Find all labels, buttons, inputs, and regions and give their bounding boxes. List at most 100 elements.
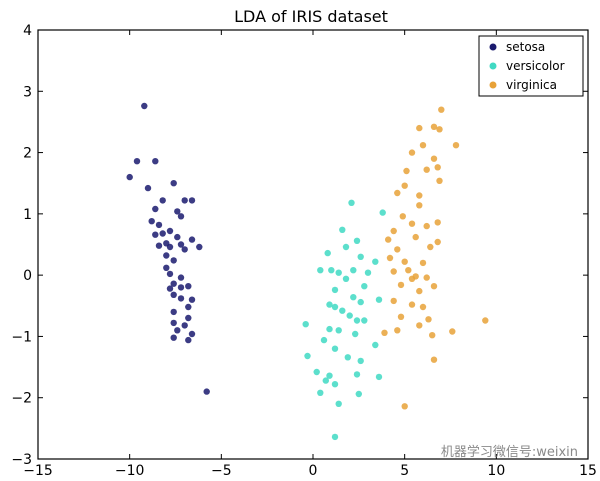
virginica-point <box>434 238 441 246</box>
virginica-point <box>416 287 423 295</box>
virginica-point <box>436 177 443 184</box>
virginica-point <box>386 254 394 262</box>
versicolor-point <box>339 226 346 233</box>
versicolor-point <box>372 258 379 265</box>
setosa-point <box>163 252 170 259</box>
virginica-point <box>416 124 423 132</box>
versicolor-point <box>317 389 324 396</box>
virginica-point <box>423 222 430 230</box>
legend-marker-virginica <box>489 81 497 89</box>
legend-label-versicolor: versicolor <box>506 59 565 73</box>
setosa-point <box>188 296 196 303</box>
virginica-point <box>401 403 408 410</box>
setosa-point <box>155 242 163 249</box>
setosa-point <box>188 197 196 204</box>
versicolor-point <box>320 336 328 344</box>
virginica-point <box>434 164 441 171</box>
setosa-point <box>141 102 148 110</box>
setosa-point <box>185 283 192 290</box>
legend-label-setosa: setosa <box>506 40 545 54</box>
versicolor-point <box>331 433 339 441</box>
virginica-point <box>385 236 392 243</box>
setosa-point <box>177 284 185 291</box>
setosa-point <box>166 285 174 292</box>
virginica-point <box>399 213 406 220</box>
versicolor-point <box>348 199 355 206</box>
virginica-point <box>449 328 456 335</box>
virginica-point <box>401 182 408 189</box>
virginica-point <box>423 274 430 281</box>
x-tick-label: 15 <box>579 463 597 479</box>
virginica-point <box>430 155 438 162</box>
versicolor-point <box>355 390 362 398</box>
versicolor-point <box>326 372 333 379</box>
setosa-point <box>170 308 177 316</box>
versicolor-point <box>331 303 339 311</box>
versicolor-point <box>324 249 331 257</box>
virginica-point <box>405 267 412 274</box>
virginica-point <box>427 243 434 251</box>
virginica-point <box>397 281 405 289</box>
versicolor-point <box>326 301 333 308</box>
y-tick-label: 0 <box>23 268 32 284</box>
setosa-point <box>155 221 163 229</box>
versicolor-point <box>375 373 383 381</box>
setosa-point <box>177 295 185 302</box>
setosa-point <box>203 388 210 395</box>
x-tick-label: 0 <box>309 463 318 479</box>
setosa-point <box>188 236 196 243</box>
setosa-point <box>181 246 188 253</box>
virginica-point <box>482 317 489 324</box>
setosa-point <box>166 243 174 251</box>
versicolor-point <box>304 352 311 360</box>
setosa-point <box>170 180 177 187</box>
x-tick-label: 10 <box>487 463 505 479</box>
versicolor-point <box>353 317 361 324</box>
x-tick-label: −15 <box>23 463 53 479</box>
versicolor-point <box>342 275 350 282</box>
y-tick-label: −3 <box>11 452 32 468</box>
virginica-point <box>430 283 438 290</box>
versicolor-point <box>372 341 379 349</box>
x-tick-label: −5 <box>211 463 232 479</box>
setosa-point <box>196 243 203 251</box>
virginica-point <box>416 202 423 209</box>
setosa-point <box>166 227 174 235</box>
versicolor-point <box>352 330 359 338</box>
legend: setosa versicolor virginica <box>478 35 584 97</box>
versicolor-point <box>361 317 368 324</box>
setosa-point <box>159 197 166 204</box>
virginica-point <box>419 142 427 149</box>
versicolor-point <box>326 325 333 333</box>
virginica-point <box>390 227 397 235</box>
y-tick-label: −2 <box>11 391 32 407</box>
versicolor-point <box>353 371 361 378</box>
virginica-point <box>394 327 401 334</box>
versicolor-point <box>331 345 339 352</box>
setosa-point <box>174 233 181 241</box>
versicolor-point <box>342 243 350 251</box>
setosa-point <box>144 184 152 192</box>
versicolor-point <box>357 253 364 260</box>
virginica-point <box>430 123 438 130</box>
virginica-point <box>390 268 397 275</box>
setosa-point <box>177 274 185 281</box>
setosa-point <box>152 205 159 213</box>
versicolor-point <box>375 296 383 303</box>
versicolor-point <box>379 209 386 216</box>
versicolor-point <box>357 298 364 306</box>
versicolor-point <box>322 377 329 384</box>
versicolor-point <box>335 327 342 334</box>
y-tick-label: 4 <box>23 23 32 39</box>
legend-label-virginica: virginica <box>506 78 557 92</box>
virginica-point <box>408 149 416 156</box>
y-tick-label: 1 <box>23 207 32 223</box>
setosa-point <box>185 336 192 344</box>
versicolor-point <box>346 312 353 319</box>
virginica-point <box>412 233 419 241</box>
setosa-point <box>133 158 141 165</box>
versicolor-point <box>350 294 357 301</box>
versicolor-point <box>317 267 324 274</box>
y-tick-label: 2 <box>23 146 32 162</box>
